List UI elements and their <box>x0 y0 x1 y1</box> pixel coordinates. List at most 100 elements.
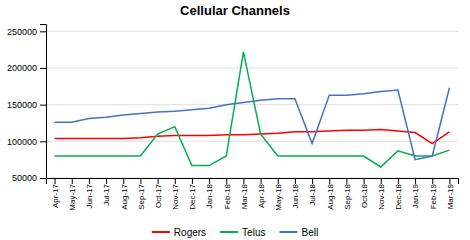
x-tick-mark <box>346 178 347 184</box>
grid-line <box>46 31 458 32</box>
x-tick-label: Sep-17 <box>137 183 146 209</box>
y-tick: 200000 <box>7 63 46 73</box>
x-tick-label: Jun-18 <box>291 183 300 208</box>
legend-label: Rogers <box>174 227 206 238</box>
x-tick-mark <box>398 178 399 184</box>
legend: Rogers Telus Bell <box>152 227 318 238</box>
y-tick-mark <box>40 68 46 69</box>
x-tick-mark <box>72 178 73 184</box>
x-tick: Jan-18 <box>205 178 214 208</box>
x-tick: May-18 <box>274 178 283 211</box>
x-tick: Feb-18 <box>223 178 232 209</box>
x-tick-label: Jul-17 <box>102 183 111 205</box>
x-tick-label: Feb-19 <box>429 183 438 209</box>
y-tick-label: 200000 <box>7 63 37 73</box>
x-tick: Sep-18 <box>343 178 352 210</box>
y-tick-mark <box>40 31 46 32</box>
x-tick-label: Apr-18 <box>257 183 266 208</box>
x-tick: Oct-17 <box>154 178 163 208</box>
x-tick: Jul-17 <box>102 178 111 206</box>
x-tick-mark <box>226 178 227 184</box>
x-tick: May-17 <box>68 178 77 211</box>
x-tick-label: Aug-17 <box>120 183 129 209</box>
x-tick-mark <box>415 178 416 184</box>
grid-line <box>46 141 458 142</box>
x-tick-label: Mar-18 <box>240 183 249 209</box>
x-tick: Jan-19 <box>411 178 420 208</box>
y-tick: 50000 <box>12 173 46 183</box>
x-tick: Nov-18 <box>377 178 386 210</box>
x-tick-mark <box>140 178 141 184</box>
x-tick-label: Oct-18 <box>360 183 369 208</box>
x-tick-label: Sep-18 <box>343 183 352 209</box>
x-tick-label: Feb-18 <box>223 183 232 209</box>
x-tick: Apr-18 <box>257 178 266 208</box>
series-line <box>55 88 450 160</box>
legend-label: Telus <box>242 227 265 238</box>
x-tick-label: Apr-17 <box>51 183 60 208</box>
legend-swatch <box>220 231 238 233</box>
x-tick-label: Jun-17 <box>85 183 94 208</box>
x-tick: Feb-19 <box>429 178 438 209</box>
x-tick: Dec-18 <box>394 178 403 210</box>
x-tick-mark <box>158 178 159 184</box>
y-tick-label: 100000 <box>7 137 37 147</box>
y-tick-mark <box>40 105 46 106</box>
x-tick-mark <box>432 178 433 184</box>
y-tick-mark <box>40 141 46 142</box>
x-tick-mark <box>243 178 244 184</box>
x-tick: Oct-18 <box>360 178 369 208</box>
x-tick: Mar-19 <box>446 178 455 209</box>
y-axis: 50000 100000 150000 200000 250000 <box>7 25 47 184</box>
x-tick: Mar-18 <box>240 178 249 209</box>
x-tick: Jun-17 <box>85 178 94 208</box>
legend-item: Rogers <box>152 227 206 238</box>
x-tick: Aug-17 <box>120 178 129 210</box>
x-tick: Aug-18 <box>326 178 335 210</box>
lines <box>55 52 450 167</box>
x-tick-mark <box>175 178 176 184</box>
title: Cellular Channels <box>180 3 290 18</box>
x-tick-label: Jan-19 <box>411 183 420 208</box>
x-tick: Apr-17 <box>51 178 60 208</box>
x-tick: Jun-18 <box>291 178 300 208</box>
x-tick-label: May-18 <box>274 183 283 210</box>
x-tick-mark <box>55 178 56 184</box>
x-tick-mark <box>192 178 193 184</box>
x-tick-mark <box>278 178 279 184</box>
x-tick-label: Aug-18 <box>326 183 335 209</box>
y-tick: 150000 <box>7 100 46 110</box>
legend-item: Bell <box>279 227 318 238</box>
y-tick: 100000 <box>7 137 46 147</box>
x-tick-label: Nov-17 <box>171 183 180 209</box>
x-tick-mark <box>209 178 210 184</box>
grid <box>46 31 458 178</box>
y-tick-label: 250000 <box>7 27 37 37</box>
x-tick-label: Jan-18 <box>205 183 214 208</box>
x-tick-mark <box>89 178 90 184</box>
y-tick-label: 50000 <box>12 173 37 183</box>
x-tick-mark <box>261 178 262 184</box>
y-tick-mark <box>40 178 46 179</box>
y-tick-label: 150000 <box>7 100 37 110</box>
x-tick-label: Jul-18 <box>308 183 317 205</box>
series-line <box>55 52 450 167</box>
grid-line <box>46 68 458 69</box>
series-line <box>55 130 450 144</box>
x-tick-label: May-17 <box>68 183 77 210</box>
plot: 50000 100000 150000 200000 250000 Apr-17 May-1… <box>7 25 459 211</box>
y-axis-line <box>40 25 47 179</box>
x-tick-label: Mar-19 <box>446 183 455 209</box>
x-axis-line <box>47 179 459 185</box>
x-tick-mark <box>312 178 313 184</box>
legend-item: Telus <box>220 227 265 238</box>
x-tick-mark <box>364 178 365 184</box>
x-tick-mark <box>381 178 382 184</box>
x-tick-mark <box>449 178 450 184</box>
x-tick-mark <box>123 178 124 184</box>
x-tick-mark <box>329 178 330 184</box>
chart: Cellular Channels 50000 100000 150000 200000… <box>0 0 470 240</box>
x-tick: Jul-18 <box>308 178 317 206</box>
legend-swatch <box>152 231 170 233</box>
x-tick-mark <box>106 178 107 184</box>
